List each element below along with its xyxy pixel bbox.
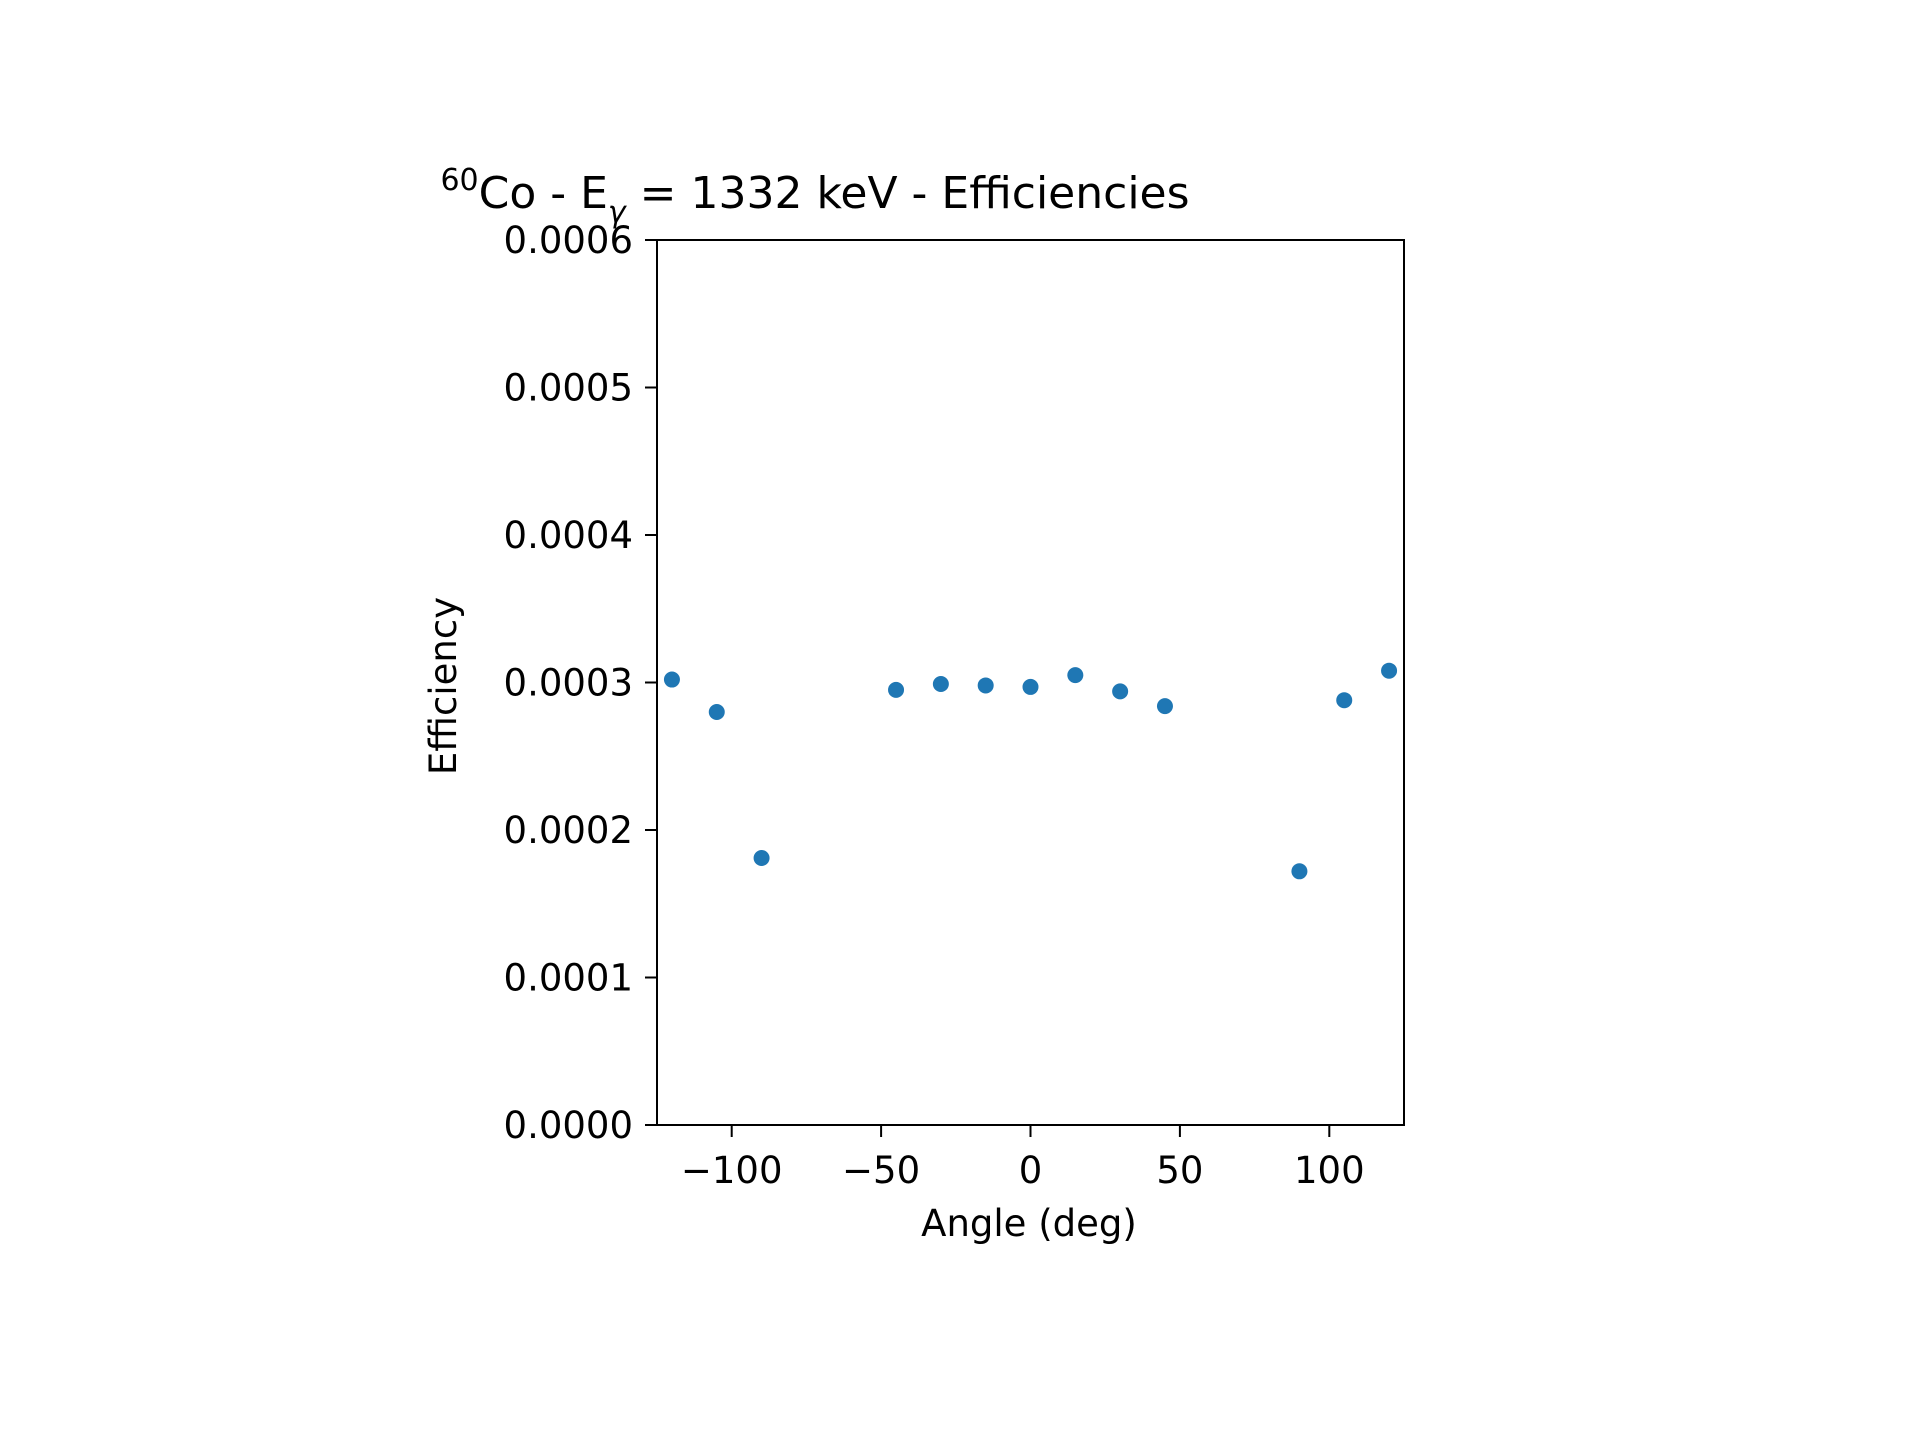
title-rest: = 1332 keV - Efficiencies (626, 168, 1190, 219)
data-point (1022, 678, 1039, 695)
y-axis-label: Efficiency (422, 597, 465, 775)
y-tick-label: 0.0005 (504, 367, 633, 410)
chart-title: 60Co - Eγ = 1332 keV - Efficiencies (440, 163, 1189, 230)
data-point (1291, 863, 1308, 880)
y-tick-label: 0.0006 (504, 219, 633, 262)
x-axis-label: Angle (deg) (921, 1202, 1137, 1245)
y-axis: 0.0000 0.0001 0.0002 0.0003 0.0004 0.0005 0.00… (504, 219, 657, 1147)
x-tick-label: 0 (1019, 1149, 1043, 1192)
data-point (1381, 662, 1398, 679)
x-tick-label: −100 (681, 1149, 783, 1192)
x-tick-label: 50 (1156, 1149, 1203, 1192)
data-point (708, 704, 725, 720)
x-axis: −100 −50 0 50 100 (681, 1125, 1365, 1192)
y-tick-label: 0.0001 (504, 957, 633, 1000)
data-point (1112, 683, 1129, 700)
y-tick-label: 0.0000 (504, 1104, 633, 1147)
data-point (977, 677, 994, 694)
y-tick-label: 0.0004 (504, 514, 633, 557)
title-energy-subscript: γ (608, 195, 628, 230)
data-point (753, 850, 770, 867)
data-point (663, 671, 680, 688)
x-tick-label: −50 (842, 1149, 920, 1192)
x-tick-label: 100 (1294, 1149, 1365, 1192)
data-point (1336, 692, 1353, 709)
data-point (888, 681, 905, 698)
title-isotope-mass: 60 (440, 163, 478, 198)
data-point (1067, 667, 1084, 684)
y-tick-label: 0.0003 (504, 662, 633, 705)
y-tick-label: 0.0002 (504, 809, 633, 852)
title-isotope-symbol: Co - E (479, 168, 608, 219)
data-point (1156, 698, 1173, 715)
data-points (663, 662, 1398, 880)
data-point (932, 675, 949, 692)
